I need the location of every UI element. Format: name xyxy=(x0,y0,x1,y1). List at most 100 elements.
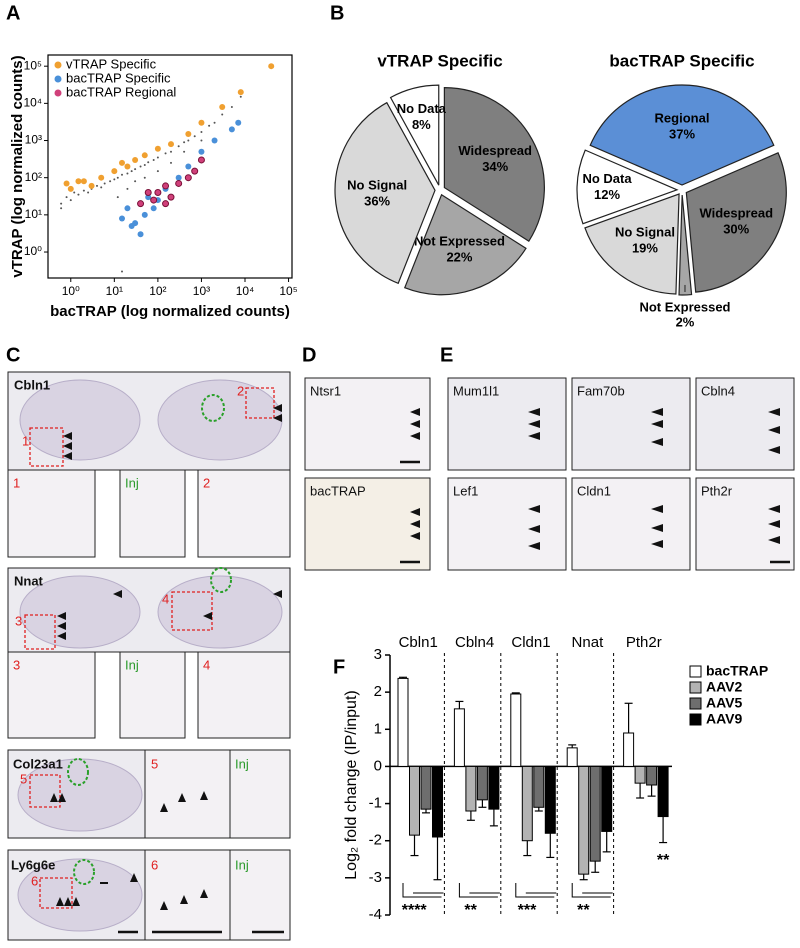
gene-label: Cbln1 xyxy=(14,377,50,392)
significance: ** xyxy=(464,902,477,919)
panel-label: E xyxy=(440,344,453,366)
zoom-image xyxy=(144,849,231,941)
point xyxy=(228,126,235,133)
point xyxy=(126,187,129,190)
zoom-image xyxy=(7,651,96,739)
point xyxy=(239,95,242,98)
arrowheads xyxy=(56,873,208,910)
point xyxy=(235,119,242,126)
zoom-image xyxy=(7,469,96,558)
tissue xyxy=(17,858,143,932)
bar xyxy=(646,765,658,786)
legend-label: AAV9 xyxy=(706,711,743,727)
point xyxy=(177,145,180,148)
slice-label: No Signal xyxy=(347,177,407,192)
y-tick-label: 1 xyxy=(374,720,382,737)
bar xyxy=(544,765,556,834)
gene-label: Ly6g6e xyxy=(11,857,55,872)
point xyxy=(197,156,205,164)
image-label: Lef1 xyxy=(453,483,478,498)
point xyxy=(132,156,139,163)
bar xyxy=(453,708,465,767)
point xyxy=(82,189,85,192)
point xyxy=(175,179,183,187)
point xyxy=(230,105,233,108)
significance: ** xyxy=(577,902,590,919)
pie-slice xyxy=(403,193,527,296)
tissue xyxy=(19,575,141,649)
point xyxy=(63,180,70,187)
y-tick-label: 10³ xyxy=(25,133,42,147)
point xyxy=(200,130,203,133)
point xyxy=(183,150,186,153)
point xyxy=(139,165,142,168)
inset-box xyxy=(245,387,275,419)
panel-label: A xyxy=(6,2,20,24)
point xyxy=(124,205,131,212)
zoom-image xyxy=(144,749,231,839)
inset-label: 5 xyxy=(20,771,27,786)
bar xyxy=(521,765,533,842)
tile-label: 1 xyxy=(13,475,20,490)
legend-label: bacTRAP xyxy=(706,663,768,679)
injection-site xyxy=(201,394,225,422)
bar xyxy=(589,765,601,862)
y-tick-label: -2 xyxy=(369,832,382,849)
bar xyxy=(488,765,500,810)
bracket xyxy=(571,883,613,898)
point xyxy=(183,141,186,144)
brain-image xyxy=(304,477,431,571)
point xyxy=(162,182,170,190)
y-tick-label: 10⁵ xyxy=(24,58,42,72)
x-tick-label: 10² xyxy=(149,284,166,298)
point xyxy=(167,193,175,201)
brain-image xyxy=(304,377,431,471)
brain-image xyxy=(447,377,567,471)
point xyxy=(80,178,87,185)
inset-label: 1 xyxy=(22,433,29,448)
injection-site xyxy=(210,567,232,593)
point xyxy=(143,176,146,179)
category-label: Pth2r xyxy=(626,634,662,651)
brain-image xyxy=(571,377,691,471)
x-axis-title: bacTRAP (log normalized counts) xyxy=(50,303,290,320)
tile-label: 6 xyxy=(151,857,158,872)
y-tick-label: 2 xyxy=(374,683,382,700)
y-tick-label: 10¹ xyxy=(25,207,42,221)
legend-label: AAV2 xyxy=(706,679,743,695)
pie-slice xyxy=(589,84,775,186)
arrowheads xyxy=(410,508,420,540)
tile-label: 4 xyxy=(203,657,210,672)
category-label: Cbln4 xyxy=(455,634,494,651)
slice-value: 19% xyxy=(632,240,658,255)
gene-label: Col23a1 xyxy=(13,756,63,771)
zoom-image xyxy=(197,469,291,558)
y-tick-label: -1 xyxy=(369,795,382,812)
point xyxy=(143,163,146,166)
point xyxy=(147,161,150,164)
point xyxy=(221,113,224,116)
point xyxy=(124,163,131,170)
y-tick-label: -4 xyxy=(369,906,382,923)
panel-d: Ntsr1 bacTRAP xyxy=(304,377,431,571)
bar xyxy=(409,765,420,836)
y-axis-title: vTRAP (log normalized counts) xyxy=(9,55,26,277)
category-label: Cldn1 xyxy=(511,634,550,651)
bar xyxy=(420,765,432,810)
point xyxy=(73,191,76,194)
point xyxy=(154,188,162,196)
panel-c: Cbln1 1 2 1 Inj 2 Nnat 3 4 3 Inj 4 Col23… xyxy=(7,371,291,941)
point xyxy=(88,182,95,189)
zoom-image xyxy=(229,849,291,941)
point xyxy=(156,156,159,159)
point xyxy=(167,141,174,148)
point xyxy=(175,174,182,181)
inset-box xyxy=(24,614,56,650)
bar xyxy=(432,765,443,838)
bar xyxy=(397,677,409,767)
point xyxy=(87,191,90,194)
category-label: Nnat xyxy=(572,634,605,651)
slice-label: Regional xyxy=(655,110,710,125)
x-tick-label: 10⁰ xyxy=(62,284,80,298)
point xyxy=(130,170,133,173)
